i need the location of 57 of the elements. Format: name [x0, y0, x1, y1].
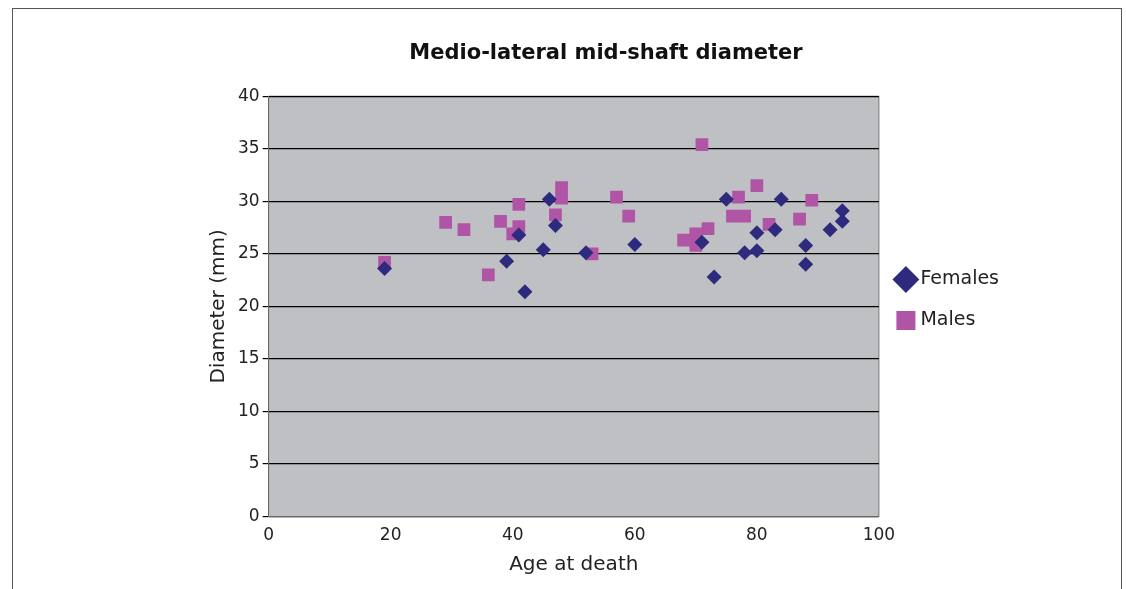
point [377, 261, 393, 277]
point [535, 242, 551, 258]
y-tick-label: 40 [237, 84, 260, 105]
point [822, 222, 838, 238]
point [578, 245, 594, 261]
point [798, 237, 814, 253]
chart-title: Medio-lateral mid-shaft diameter [409, 40, 804, 65]
point [517, 284, 533, 300]
point [798, 256, 814, 272]
legend-label: Females [920, 266, 1000, 289]
point [677, 233, 690, 247]
point [555, 191, 568, 205]
y-tick-label: 0 [248, 505, 260, 526]
point [494, 214, 507, 228]
y-tick-label: 25 [237, 242, 260, 263]
y-tick-label: 15 [237, 347, 260, 368]
point [706, 269, 722, 285]
y-tick-label: 20 [237, 294, 260, 315]
y-tick-label: 5 [248, 452, 260, 473]
point [512, 198, 526, 211]
point [439, 215, 452, 229]
x-tick-label: 60 [623, 524, 646, 545]
x-tick-label: 0 [263, 524, 275, 545]
point [499, 253, 515, 269]
point [749, 225, 765, 241]
point [805, 193, 819, 207]
y-tick-label: 35 [237, 137, 260, 158]
point [627, 236, 643, 252]
y-tick-label: 10 [237, 399, 260, 420]
point [701, 222, 715, 235]
point [738, 209, 752, 223]
point [749, 243, 765, 259]
point [767, 222, 783, 238]
point [511, 227, 527, 243]
point [541, 191, 557, 207]
point [695, 138, 709, 151]
x-tick-label: 80 [746, 524, 768, 545]
point [773, 191, 789, 207]
point [694, 234, 710, 250]
point [718, 191, 734, 207]
point [549, 208, 562, 222]
point [737, 245, 753, 261]
x-tick-label: 20 [379, 524, 402, 545]
point [793, 212, 806, 226]
y-tick-label: 30 [237, 189, 260, 210]
legend-label: Males [920, 307, 976, 330]
point [622, 209, 636, 223]
point [481, 268, 495, 282]
point [732, 190, 745, 204]
x-axis-title: Age at death [509, 551, 639, 576]
x-tick-label: 100 [862, 524, 896, 545]
point [750, 179, 764, 192]
point [547, 217, 563, 233]
point [457, 223, 471, 237]
point [610, 190, 623, 204]
y-axis-title: Diameter (mm) [205, 229, 230, 384]
x-tick-label: 40 [501, 524, 524, 545]
